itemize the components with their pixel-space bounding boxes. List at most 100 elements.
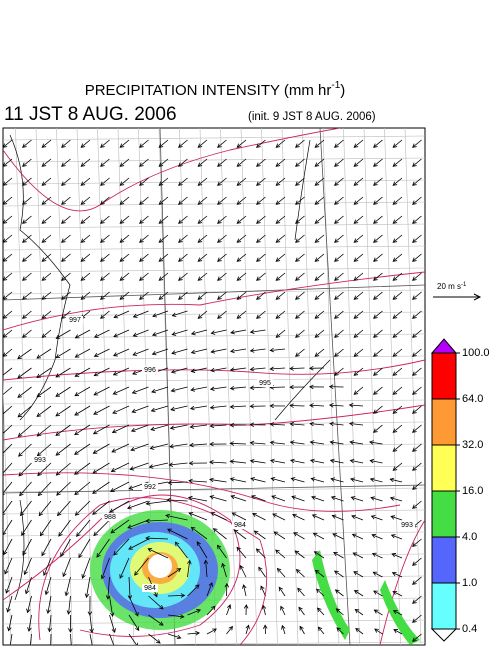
wind-arrow <box>191 329 208 335</box>
eye <box>148 554 172 578</box>
wind-arrow-head <box>22 219 27 224</box>
wind-arrow <box>334 291 344 300</box>
wind-arrow-head <box>275 295 281 300</box>
wind-arrow <box>74 386 91 397</box>
wind-arrow <box>275 272 286 281</box>
wind-arrow-head <box>392 162 398 167</box>
wind-arrow-head <box>373 219 378 224</box>
wind-arrow <box>92 500 110 515</box>
wind-arrow-head <box>209 386 215 392</box>
wind-arrow <box>191 527 208 540</box>
wind-arrow-head <box>334 257 339 262</box>
wind-arrow <box>100 196 110 205</box>
wind-arrow-head <box>180 593 186 598</box>
wind-arrow-head <box>226 604 232 609</box>
wind-arrow <box>167 499 188 502</box>
wind-arrow <box>350 459 364 464</box>
wind-arrow-head <box>189 405 195 411</box>
wind-arrow-head <box>190 330 196 336</box>
isobar <box>3 472 401 512</box>
wind-arrow <box>4 557 13 574</box>
wind-arrow <box>197 196 208 205</box>
wind-arrow <box>37 462 52 476</box>
wind-arrow <box>188 512 208 521</box>
wind-arrow <box>314 272 325 281</box>
wind-arrow <box>217 272 227 281</box>
wind-arrow <box>334 348 344 357</box>
wind-arrow <box>8 614 13 631</box>
wind-arrow <box>3 500 13 515</box>
wind-arrow-head <box>19 491 24 497</box>
wind-arrow-head <box>230 494 236 500</box>
wind-arrow <box>61 158 71 167</box>
wind-arrow <box>65 576 71 596</box>
isobar-label-bg <box>102 513 118 521</box>
wind-arrow <box>336 627 344 635</box>
wind-arrow-head <box>290 477 296 482</box>
wind-arrow <box>250 348 266 352</box>
wind-arrow-head <box>190 368 196 373</box>
wind-arrow <box>197 272 208 281</box>
wind-arrow <box>392 310 403 319</box>
wind-arrow-head <box>295 219 300 224</box>
wind-arrow-head <box>353 143 359 148</box>
wind-arrow-head <box>412 238 417 243</box>
wind-arrow <box>37 443 52 457</box>
wind-arrow-head <box>3 276 8 281</box>
wind-arrow-head <box>314 238 320 243</box>
wind-arrow-head <box>412 143 417 148</box>
wind-arrow <box>158 291 169 300</box>
wind-arrow <box>256 196 266 205</box>
wind-arrow-head <box>373 333 378 338</box>
precip-band <box>312 550 350 640</box>
wind-arrow-head <box>100 295 105 300</box>
wind-arrow <box>392 158 403 167</box>
wind-arrow <box>391 534 403 540</box>
grid-line <box>240 128 258 645</box>
wind-arrow-head <box>355 627 360 633</box>
wind-arrow-head <box>289 440 295 445</box>
wind-arrow <box>353 158 364 167</box>
wind-arrow <box>211 348 227 353</box>
wind-arrow-head <box>119 295 125 300</box>
wind-arrow-head <box>353 181 359 186</box>
wind-arrow-head <box>22 181 27 186</box>
wind-arrow-head <box>210 367 215 373</box>
grid-line <box>3 443 425 449</box>
wind-arrow-head <box>412 333 417 338</box>
wind-arrow-head <box>3 352 8 357</box>
wind-arrow <box>22 177 32 186</box>
wind-arrow <box>336 608 344 616</box>
wind-arrow-head <box>112 409 117 414</box>
wind-arrow <box>19 481 32 496</box>
wind-arrow-head <box>194 584 200 589</box>
colorbar-label: 4.0 <box>462 531 477 543</box>
wind-arrow-head <box>80 200 86 205</box>
wind-arrow <box>119 234 130 243</box>
wind-arrow <box>250 386 266 389</box>
wind-arrow-head <box>354 608 360 614</box>
wind-arrow-head <box>233 529 239 534</box>
wind-arrow <box>197 253 208 262</box>
wind-arrow-head <box>210 330 216 335</box>
wind-arrow-head <box>41 295 47 300</box>
wind-arrow-head <box>37 491 43 497</box>
wind-arrow <box>230 386 247 389</box>
wind-arrow-head <box>197 314 203 319</box>
wind-arrow-head <box>412 409 417 414</box>
wind-arrow <box>412 310 422 319</box>
wind-arrow <box>329 423 344 426</box>
wind-arrow-head <box>80 143 86 148</box>
wind-arrow <box>100 310 110 319</box>
wind-arrow <box>230 405 247 408</box>
wind-arrow-head <box>315 588 321 594</box>
wind-arrow <box>256 215 266 224</box>
wind-arrow <box>231 495 247 502</box>
wind-arrow-head <box>55 451 61 456</box>
wind-arrow-head <box>197 143 203 148</box>
wind-arrow-head <box>178 143 183 148</box>
wind-arrow-head <box>80 238 86 243</box>
wind-arrow-head <box>256 238 261 243</box>
wind-arrow <box>290 459 305 464</box>
wind-arrow-head <box>41 162 47 167</box>
